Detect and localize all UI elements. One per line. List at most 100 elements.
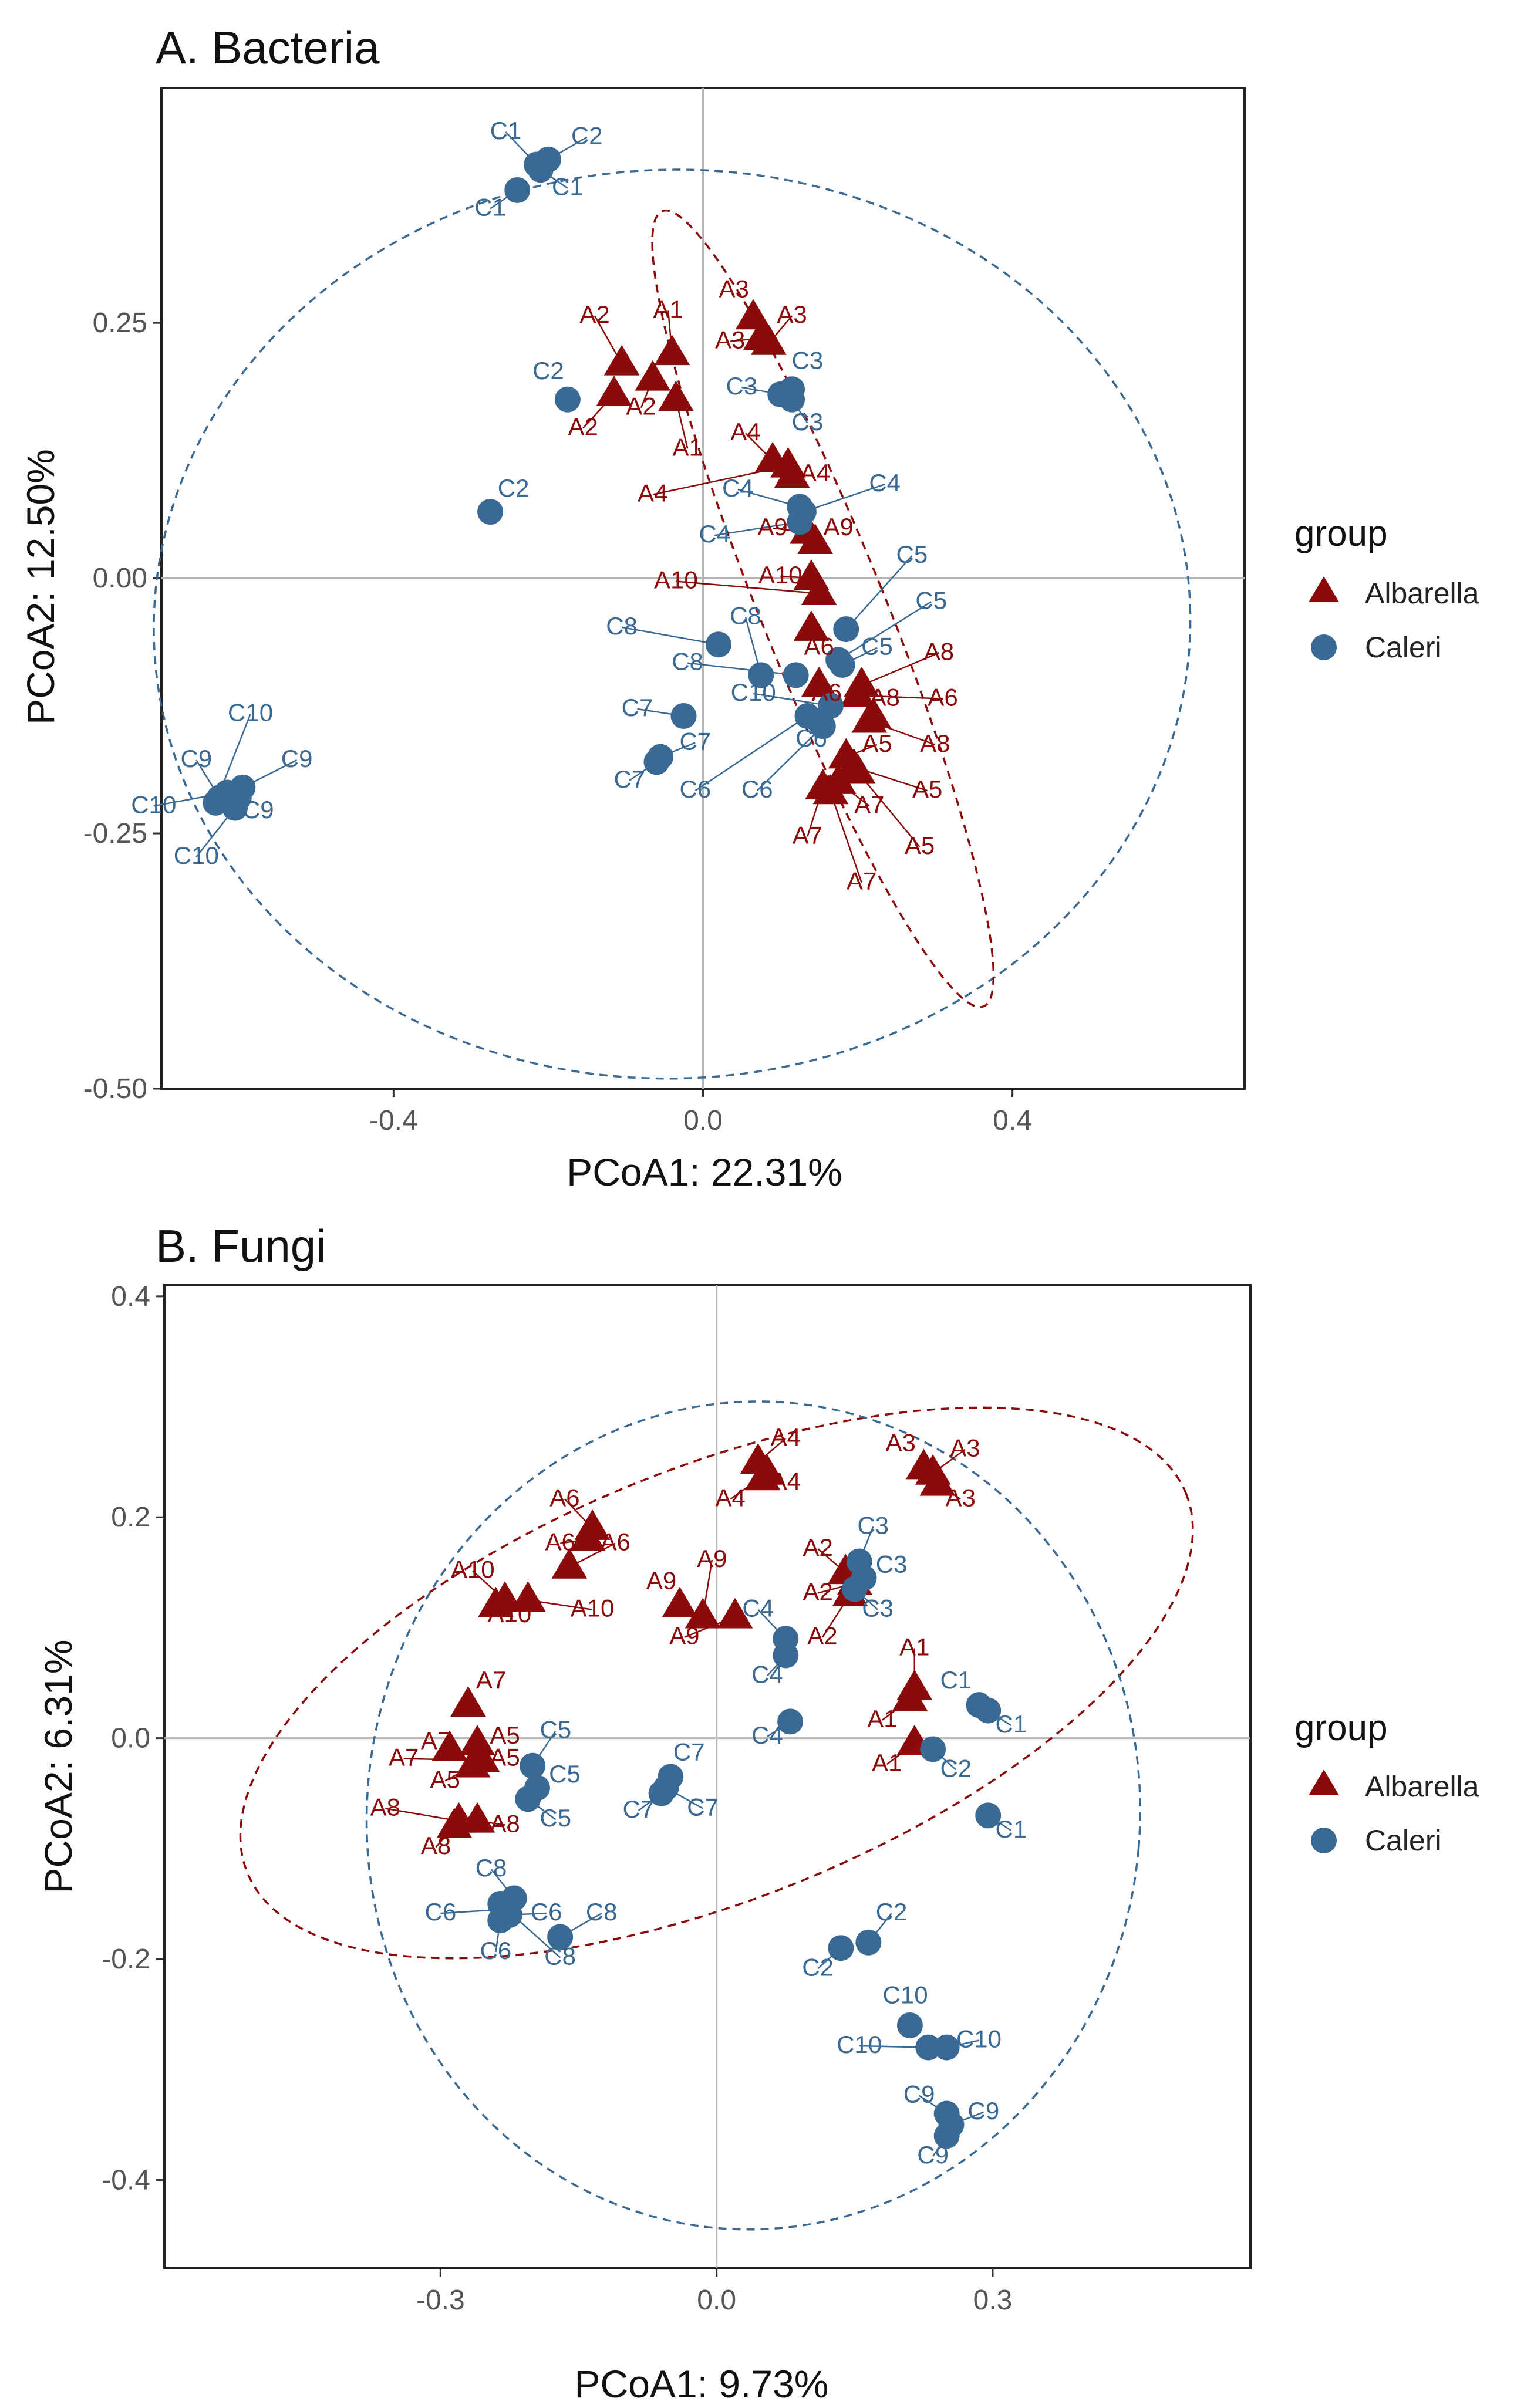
- x-axis-title: PCoA1: 22.31%: [567, 1150, 842, 1194]
- point-label: A5: [490, 1744, 520, 1771]
- y-tick-label: -0.25: [83, 818, 147, 849]
- caleri-point: [915, 2034, 942, 2061]
- point-label: C1: [996, 1815, 1027, 1843]
- albarella-point: [919, 1465, 956, 1496]
- point-label: C4: [742, 1595, 774, 1622]
- y-axis-title: PCoA2: 12.50%: [19, 449, 62, 725]
- panel-fungi: B. Fungi PCoA1: 9.73% PCoA2: 6.31% -0.3 0…: [36, 1220, 1479, 2406]
- panel-title: B. Fungi: [156, 1220, 326, 1272]
- label-leader-line: [845, 555, 913, 630]
- point-label: A5: [905, 832, 935, 859]
- point-label: A5: [912, 775, 942, 803]
- caleri-point: [829, 651, 855, 678]
- albarella-point: [812, 774, 849, 805]
- y-tick-label: -0.4: [102, 2164, 150, 2196]
- caleri-point: [748, 662, 774, 688]
- point-label: C8: [672, 648, 703, 676]
- point-label: C5: [540, 1716, 571, 1744]
- point-label: C5: [540, 1804, 571, 1832]
- caleri-point: [828, 1935, 854, 1961]
- label-leader-line: [714, 521, 800, 536]
- caleri-point: [487, 1907, 514, 1934]
- point-label: C6: [741, 775, 773, 803]
- point-label: C3: [857, 1511, 889, 1539]
- point-label: A8: [421, 1832, 451, 1859]
- x-tick-label: 0.4: [993, 1105, 1032, 1136]
- albarella-point: [464, 1741, 500, 1772]
- albarella-point: [774, 457, 810, 488]
- albarella-point: [844, 666, 880, 697]
- point-label: A1: [672, 433, 702, 461]
- caleri-point: [777, 1708, 804, 1735]
- label-leader-line: [756, 725, 824, 792]
- albarella-point: [569, 1520, 606, 1551]
- point-label: C6: [424, 1898, 456, 1926]
- albarella-point: [431, 1730, 468, 1761]
- confidence-ellipse-caleri: [153, 168, 1192, 1080]
- caleri-point: [554, 386, 581, 413]
- point-label: A1: [653, 295, 683, 323]
- caleri-point: [670, 703, 697, 729]
- point-label: A3: [719, 275, 749, 303]
- point-label: A9: [697, 1545, 727, 1572]
- albarella-point: [459, 1725, 495, 1755]
- caleri-point: [779, 386, 805, 413]
- caleri-point: [504, 177, 531, 203]
- albarella-point: [603, 345, 640, 376]
- albarella-point: [654, 335, 690, 366]
- point-label: C8: [586, 1898, 618, 1926]
- point-labels: A4 A4 A4 A3 A3 A3 A6 A6 A6 A10 A10 A10 A9 A9 A9 A2 A2 A2 A…: [370, 1423, 1027, 2169]
- albarella-point: [797, 524, 833, 555]
- legend-entry-caleri: Caleri: [1365, 1824, 1442, 1857]
- legend-circle-marker: [1311, 634, 1337, 660]
- caleri-point: [933, 2034, 960, 2061]
- point-label: C5: [549, 1760, 581, 1788]
- point-label: C4: [699, 520, 730, 548]
- point-label: A6: [812, 678, 842, 706]
- caleri-point: [855, 1929, 882, 1956]
- albarella-point: [436, 1808, 473, 1839]
- point-label: A2: [803, 1534, 832, 1561]
- y-tick-label: 0.0: [111, 1723, 150, 1754]
- confidence-ellipse-albarella: [239, 1406, 1194, 1960]
- point-label: A6: [928, 684, 957, 711]
- point-label: C2: [802, 1953, 834, 1981]
- albarella-point: [717, 1598, 753, 1629]
- reference-lines: [161, 88, 1245, 1089]
- point-label: C9: [242, 796, 274, 823]
- legend-entry-caleri: Caleri: [1365, 631, 1442, 664]
- albarella-point: [839, 753, 876, 784]
- albarella-point: [851, 702, 888, 733]
- point-label: A6: [545, 1528, 575, 1556]
- markers: [203, 146, 891, 821]
- y-tick-label: 0.4: [111, 1281, 150, 1312]
- point-label: A9: [669, 1622, 699, 1650]
- point-label: C1: [996, 1710, 1027, 1738]
- point-label: C1: [552, 173, 584, 201]
- point-label: C5: [861, 633, 893, 660]
- legend-triangle-marker: [1309, 576, 1339, 602]
- x-axis: -0.3 0.0 0.3: [416, 2268, 1012, 2316]
- point-label: C1: [490, 117, 522, 144]
- point-label: A4: [800, 459, 830, 487]
- point-label: C6: [679, 775, 711, 803]
- point-label: C3: [862, 1595, 894, 1622]
- point-label: A3: [945, 1484, 975, 1511]
- y-tick-label: 0.25: [93, 308, 147, 339]
- y-tick-label: 0.00: [93, 563, 147, 594]
- label-leader-line: [687, 662, 796, 676]
- caleri-point: [643, 749, 670, 775]
- caleri-point: [783, 662, 809, 688]
- point-label: A1: [872, 1749, 902, 1777]
- point-label: A5: [430, 1765, 460, 1793]
- label-leader-line: [753, 693, 831, 707]
- legend-title: group: [1294, 1708, 1388, 1748]
- point-label: A7: [793, 821, 822, 849]
- caleri-point: [773, 1642, 799, 1669]
- point-label: C2: [498, 474, 530, 502]
- point-label: A3: [777, 300, 807, 328]
- albarella-point: [478, 1586, 514, 1617]
- point-label: A6: [601, 1528, 630, 1556]
- point-label: A3: [886, 1428, 916, 1456]
- point-label: C10: [131, 791, 176, 818]
